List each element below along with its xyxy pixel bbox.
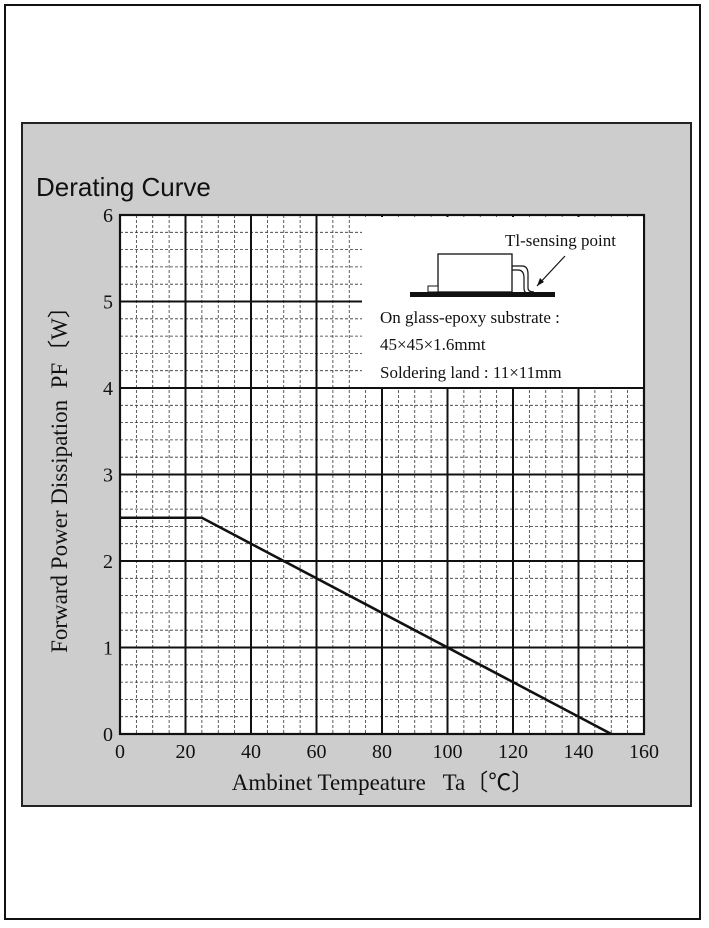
x-tick-label: 20 [176,741,196,763]
y-tick-labels: 0 1 2 3 4 5 6 [103,205,113,746]
y-tick-label: 6 [103,205,113,227]
sensing-point-label: Tl-sensing point [505,231,616,250]
series-layer [119,516,612,736]
plot-border [118,213,646,736]
x-tick-label: 140 [564,741,594,763]
y-axis-label: Forward Power Dissipation PF〔W〕 [47,295,72,653]
annotation-background [362,217,643,387]
x-tick-label: 80 [372,741,392,763]
annotation-line-3: Soldering land : 11×11mm [380,363,562,382]
annotation-line-1: On glass-epoxy substrate : [380,308,560,327]
y-tick-label: 2 [103,551,113,573]
x-tick-label: 100 [433,741,463,763]
x-tick-label: 60 [307,741,327,763]
chart-title: Derating Curve [36,172,211,202]
y-tick-label: 5 [103,292,113,314]
annotation-box: Tl-sensing point On glass-epoxy substrat… [362,217,643,387]
y-tick-label: 0 [103,724,113,746]
x-tick-label: 120 [498,741,528,763]
x-tick-label: 160 [629,741,659,763]
y-tick-label: 4 [103,378,113,400]
x-tick-label: 0 [115,741,125,763]
annotation-line-2: 45×45×1.6mmt [380,335,486,354]
y-tick-label: 3 [103,465,113,487]
y-tick-label: 1 [103,638,113,660]
x-axis-label: Ambinet Tempeature Ta〔℃〕 [232,770,535,795]
x-tick-labels: 0 20 40 60 80 100 120 140 160 [115,741,659,763]
package-icon [410,253,566,297]
x-tick-label: 40 [241,741,261,763]
